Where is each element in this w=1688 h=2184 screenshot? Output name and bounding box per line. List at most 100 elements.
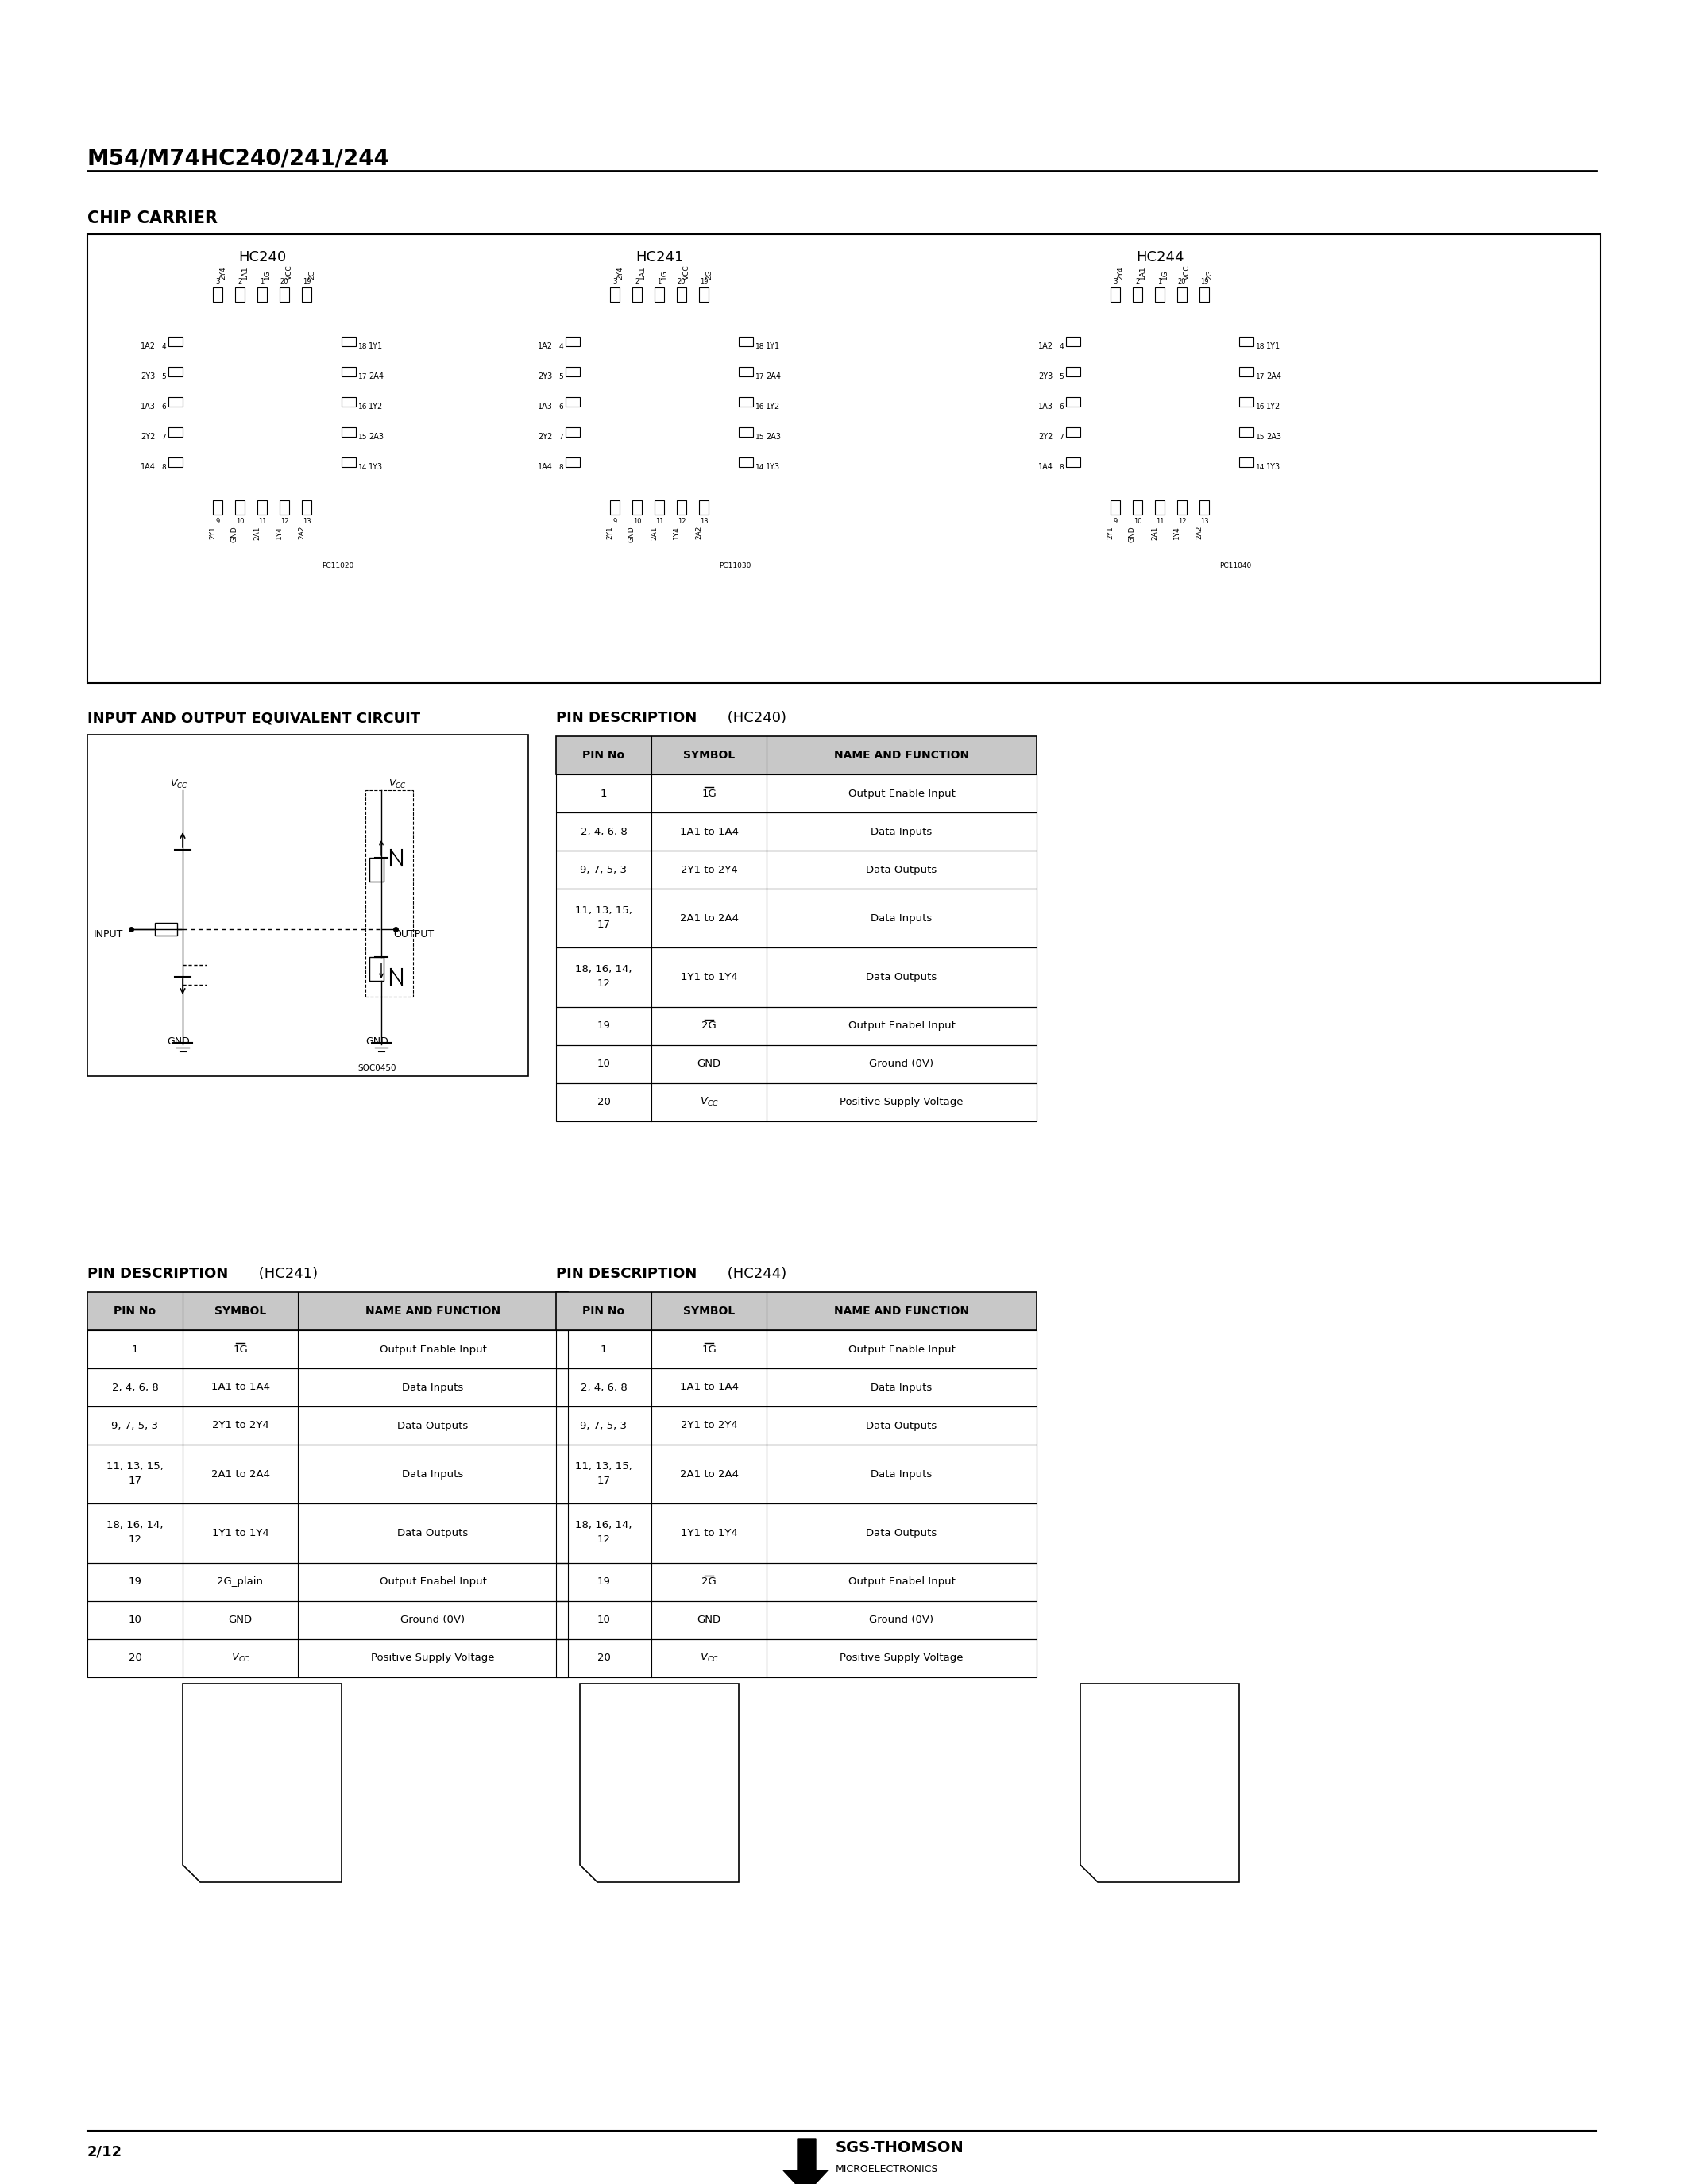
Text: SYMBOL: SYMBOL (214, 1306, 267, 1317)
Text: 2Y1: 2Y1 (606, 526, 613, 539)
Bar (88, 1293, 567, 1330)
Bar (555, 1638, 1036, 1677)
Text: SYMBOL: SYMBOL (684, 749, 734, 760)
Bar (235, 500, 245, 515)
Bar (677, 288, 687, 301)
Text: 1Y1 to 1Y4: 1Y1 to 1Y4 (211, 1529, 268, 1538)
Text: 1Y1 to 1Y4: 1Y1 to 1Y4 (680, 1529, 738, 1538)
Bar (302, 500, 311, 515)
Text: 1A4: 1A4 (140, 463, 155, 472)
Text: 1G: 1G (662, 269, 668, 280)
Text: 11: 11 (1156, 518, 1165, 524)
Bar (555, 1369, 1036, 1406)
Bar (88, 1330, 567, 1369)
Bar (88, 1369, 567, 1406)
Text: 2A1: 2A1 (650, 526, 658, 539)
Text: NAME AND FUNCTION: NAME AND FUNCTION (365, 1306, 500, 1317)
Text: 2Y1 to 2Y4: 2Y1 to 2Y4 (680, 1420, 738, 1431)
Text: 5: 5 (559, 373, 564, 380)
Bar (341, 456, 356, 467)
Text: 7: 7 (559, 432, 564, 441)
Text: VCC: VCC (285, 264, 294, 280)
Text: 2Y4: 2Y4 (616, 266, 623, 280)
Text: $V_{CC}$: $V_{CC}$ (699, 1096, 719, 1107)
Text: PC11040: PC11040 (1219, 561, 1251, 570)
Text: 17: 17 (598, 919, 611, 930)
Text: 2G: 2G (309, 269, 316, 280)
Text: 1A1 to 1A4: 1A1 to 1A4 (680, 1382, 738, 1393)
Text: 18: 18 (756, 343, 765, 349)
Text: 1Y3: 1Y3 (1266, 463, 1281, 472)
Text: 12: 12 (1178, 518, 1187, 524)
Text: MICROELECTRONICS: MICROELECTRONICS (836, 2164, 939, 2175)
Text: 6: 6 (1058, 404, 1063, 411)
Text: Ground (0V): Ground (0V) (869, 1614, 933, 1625)
Text: 5: 5 (162, 373, 165, 380)
Bar (565, 428, 581, 437)
Text: 2A1: 2A1 (1151, 526, 1158, 539)
Text: 1G: 1G (233, 1343, 248, 1354)
Text: 11: 11 (258, 518, 267, 524)
Text: 6: 6 (559, 404, 564, 411)
Text: 1: 1 (1158, 277, 1161, 286)
Bar (555, 948, 1036, 1007)
Bar (88, 1564, 567, 1601)
Text: 2Y2: 2Y2 (142, 432, 155, 441)
Text: 4: 4 (1058, 343, 1063, 349)
Text: 3: 3 (613, 277, 618, 286)
Bar (257, 500, 267, 515)
Text: 13: 13 (302, 518, 311, 524)
Text: 1: 1 (601, 788, 608, 799)
Text: 2G: 2G (706, 269, 712, 280)
Text: (HC240): (HC240) (722, 710, 787, 725)
Text: VCC: VCC (684, 264, 690, 280)
Bar (370, 957, 383, 981)
Bar (739, 336, 753, 347)
Text: 1G: 1G (702, 788, 716, 799)
Text: 2A2: 2A2 (1195, 526, 1202, 539)
Text: 20: 20 (280, 277, 289, 286)
Bar (1200, 500, 1209, 515)
Text: 2A4: 2A4 (766, 373, 782, 380)
Bar (257, 288, 267, 301)
Text: 1Y4: 1Y4 (275, 526, 284, 539)
Text: 1A2: 1A2 (1038, 343, 1053, 349)
Bar (1200, 288, 1209, 301)
Text: Output Enabel Input: Output Enabel Input (847, 1020, 955, 1031)
Bar (88, 1601, 567, 1638)
Bar (565, 456, 581, 467)
Bar (1239, 456, 1254, 467)
Text: GND: GND (231, 526, 238, 542)
Text: 8: 8 (162, 463, 165, 470)
Text: 2: 2 (1136, 277, 1139, 286)
Bar (88, 1444, 567, 1505)
Text: 14: 14 (1256, 463, 1264, 470)
Text: Positive Supply Voltage: Positive Supply Voltage (841, 1096, 964, 1107)
Text: 1G: 1G (702, 1343, 716, 1354)
Text: Output Enabel Input: Output Enabel Input (380, 1577, 486, 1588)
Text: 3: 3 (1112, 277, 1117, 286)
Text: CHIP CARRIER: CHIP CARRIER (88, 210, 218, 227)
Bar (555, 1444, 1036, 1505)
Text: 2A1: 2A1 (253, 526, 260, 539)
Bar (302, 288, 311, 301)
Text: 12: 12 (677, 518, 685, 524)
Text: NAME AND FUNCTION: NAME AND FUNCTION (834, 749, 969, 760)
Text: 2, 4, 6, 8: 2, 4, 6, 8 (581, 1382, 626, 1393)
Text: 2: 2 (635, 277, 640, 286)
Text: 2A4: 2A4 (1266, 373, 1281, 380)
Text: 17: 17 (598, 1476, 611, 1485)
Bar (213, 288, 223, 301)
Text: 2, 4, 6, 8: 2, 4, 6, 8 (111, 1382, 159, 1393)
Text: Ground (0V): Ground (0V) (400, 1614, 466, 1625)
Bar (1177, 500, 1187, 515)
Bar (88, 1406, 567, 1444)
Text: $V_{CC}$: $V_{CC}$ (388, 778, 407, 791)
Text: 19: 19 (699, 277, 707, 286)
Bar (280, 288, 289, 301)
Text: 1A1: 1A1 (1139, 266, 1146, 280)
Text: GND: GND (167, 1037, 191, 1046)
Bar (555, 1564, 1036, 1601)
Bar (88, 1505, 567, 1564)
Bar (1067, 336, 1080, 347)
